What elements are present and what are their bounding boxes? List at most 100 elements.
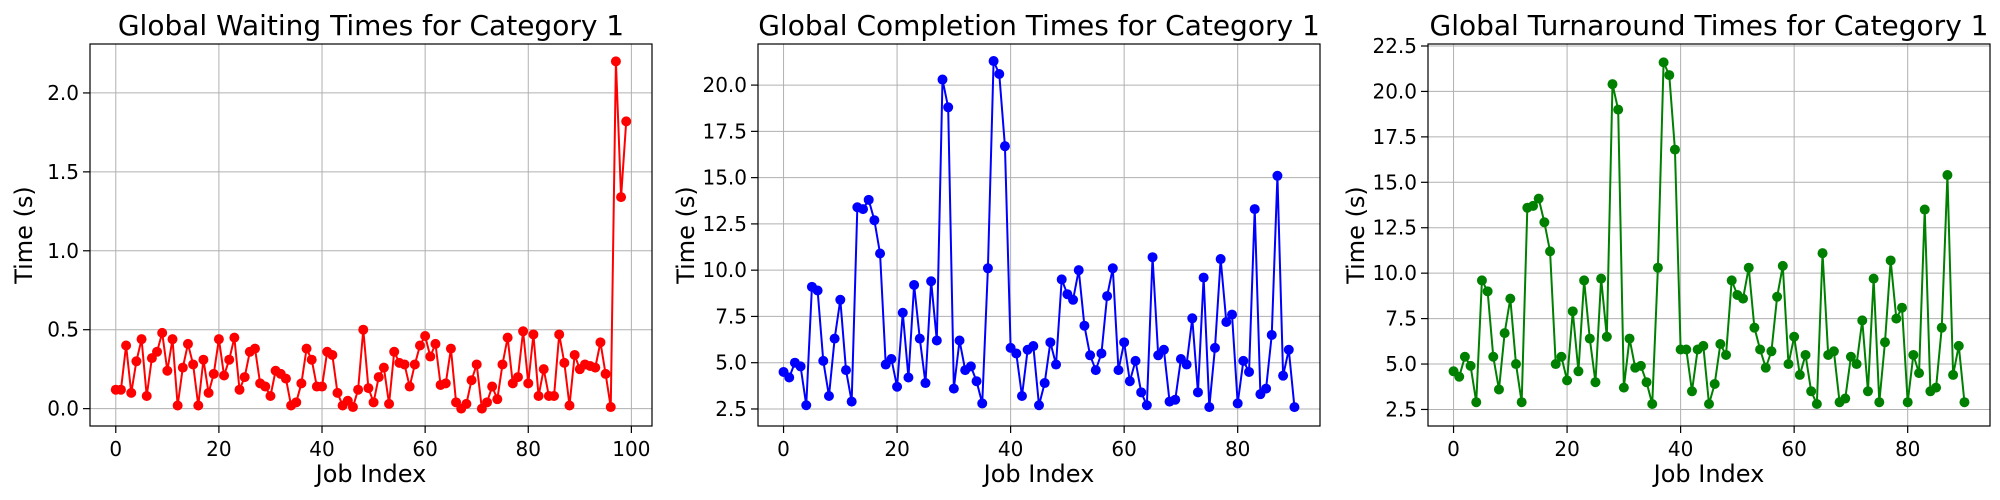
chart-1-point	[141, 391, 152, 402]
chart-2-x-tick-label: 60	[1111, 437, 1136, 461]
chart-2-point	[1192, 387, 1203, 398]
chart-2-x-tick-label: 40	[998, 437, 1023, 461]
chart-2-point	[977, 398, 988, 409]
chart-2-point	[1181, 359, 1192, 370]
chart-3-point	[1777, 260, 1788, 271]
chart-3-point	[1652, 262, 1663, 273]
chart-3-point	[1607, 79, 1618, 90]
chart-3-point	[1556, 351, 1567, 362]
chart-2-y-tick-label: 10.0	[702, 258, 747, 282]
chart-3-y-tick-label: 10.0	[1372, 261, 1417, 285]
chart-1-point	[373, 372, 384, 383]
chart-2-point	[1056, 274, 1067, 285]
chart-2-plot-frame	[757, 43, 1321, 427]
chart-3-point	[1845, 351, 1856, 362]
chart-3-point	[1914, 368, 1925, 379]
chart-1-point	[239, 372, 250, 383]
chart-1-y-tick-label: 1.5	[47, 160, 79, 184]
chart-2-point	[1266, 329, 1277, 340]
chart-3-point	[1596, 273, 1607, 284]
chart-3-point	[1601, 331, 1612, 342]
chart-3-point	[1698, 340, 1709, 351]
chart-1-point	[177, 362, 188, 373]
chart-2-point	[858, 204, 869, 215]
chart-3-point	[1919, 204, 1930, 215]
chart-2-point	[801, 400, 812, 411]
chart-3-point	[1459, 351, 1470, 362]
chart-2: 0 20 40 60 80 2.5 5.0 7.5 10.0 12.5 15.0 17.5 20.0 Gl…	[672, 9, 1321, 488]
chart-3-point	[1664, 70, 1675, 81]
chart-2-point	[1119, 337, 1130, 348]
chart-3-point	[1465, 360, 1476, 371]
chart-1-point	[224, 354, 235, 365]
chart-2-point	[823, 391, 834, 402]
chart-3-point	[1613, 104, 1624, 115]
chart-3-point	[1641, 377, 1652, 388]
chart-3-point	[1476, 275, 1487, 286]
chart-2-point	[1244, 366, 1255, 377]
chart-1-point	[358, 324, 369, 335]
chart-1-point	[301, 343, 312, 354]
chart-3-point	[1573, 366, 1584, 377]
chart-3-point	[1590, 377, 1601, 388]
chart-1-point	[595, 337, 606, 348]
chart-1-x-tick-label: 100	[612, 437, 650, 461]
chart-2-point	[1051, 359, 1062, 370]
chart-2-y-tick-label: 12.5	[702, 212, 747, 236]
chart-2-point	[1198, 272, 1209, 283]
chart-2-point	[1045, 337, 1056, 348]
chart-1-point	[389, 346, 400, 357]
chart-2-x-tick-label: 20	[884, 437, 909, 461]
chart-1-y-tick-label: 2.0	[47, 81, 79, 105]
chart-1-point	[353, 384, 364, 395]
chart-2-point	[1238, 355, 1249, 366]
chart-1-point	[167, 334, 178, 345]
chart-3-point	[1760, 362, 1771, 373]
chart-3-point	[1828, 346, 1839, 357]
chart-2-point	[1090, 365, 1101, 376]
chart-2-point	[1136, 387, 1147, 398]
chart-3-point	[1868, 273, 1879, 284]
chart-1-point	[265, 391, 276, 402]
chart-2-point	[1034, 400, 1044, 411]
chart-2-point	[1209, 342, 1220, 353]
chart-3-point	[1550, 359, 1561, 370]
chart-1-point	[610, 56, 621, 67]
chart-2-point	[1227, 309, 1238, 320]
chart-1-point	[115, 384, 126, 395]
chart-1-point	[327, 349, 338, 360]
chart-3-point	[1783, 359, 1794, 370]
chart-2-point	[835, 294, 846, 305]
chart-1-point	[497, 359, 508, 370]
chart-3-point	[1857, 315, 1868, 326]
chart-3-y-tick-label: 15.0	[1372, 170, 1417, 194]
chart-1-point	[280, 373, 291, 384]
chart-3-point	[1539, 217, 1550, 228]
chart-2-x-tick-label: 80	[1225, 437, 1250, 461]
chart-2-point	[829, 333, 840, 344]
chart-3-point	[1772, 291, 1783, 302]
chart-1-y-tick-label: 0.0	[47, 397, 79, 421]
chart-2-point	[818, 355, 829, 366]
chart-1-point	[554, 329, 565, 340]
chart-2-point	[1289, 402, 1300, 413]
chart-1-point	[549, 391, 560, 402]
chart-1-point	[512, 372, 523, 383]
chart-1-point	[198, 354, 209, 365]
chart-3-point	[1874, 397, 1885, 408]
chart-3-point	[1562, 375, 1573, 386]
chart-3-point	[1755, 344, 1766, 355]
chart-1-point	[409, 359, 420, 370]
chart-1-point	[538, 364, 549, 375]
chart-2-point	[897, 307, 908, 318]
chart-1-point	[471, 359, 482, 370]
chart-2-y-tick-label: 5.0	[715, 351, 747, 375]
chart-3-point	[1528, 200, 1539, 211]
chart-1-plot-frame	[89, 43, 653, 427]
chart-1-point	[121, 340, 132, 351]
chart-2-point	[1221, 316, 1232, 327]
chart-2-point	[954, 335, 965, 346]
chart-1-point	[616, 192, 627, 203]
chart-1-point	[605, 402, 616, 413]
